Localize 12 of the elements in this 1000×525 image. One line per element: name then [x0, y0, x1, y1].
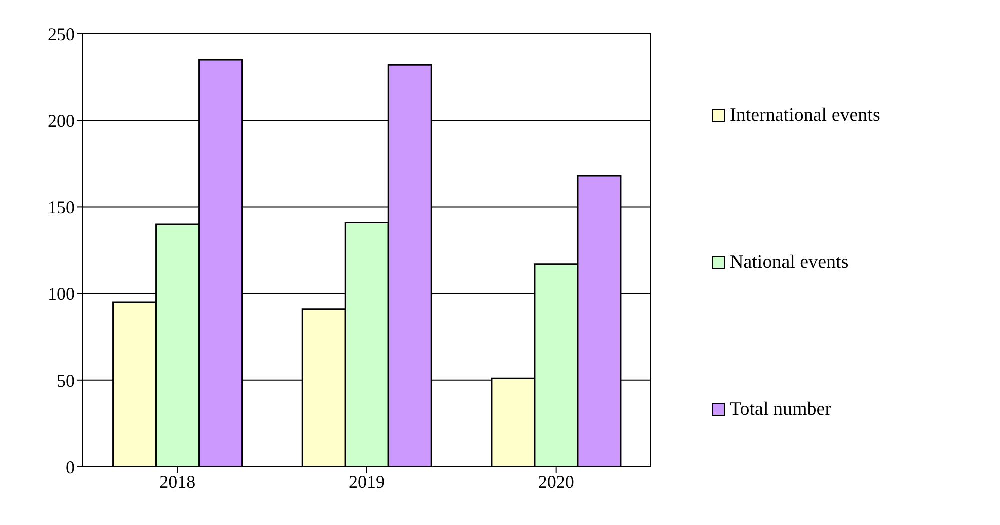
y-tick-label: 100: [48, 284, 75, 304]
y-tick-label: 50: [57, 370, 75, 391]
legend-label: National events: [729, 252, 850, 274]
x-tick-label: 2018: [160, 472, 196, 492]
legend-label: Total number: [729, 398, 833, 420]
x-tick-label: 2019: [349, 472, 385, 492]
legend-label: International events: [729, 104, 882, 126]
y-tick-label: 150: [48, 198, 75, 218]
y-tick-label: 200: [48, 110, 75, 131]
y-tick-label: 250: [48, 24, 75, 44]
y-tick-label: 0: [66, 457, 75, 478]
x-tick-label: 2020: [538, 472, 574, 492]
